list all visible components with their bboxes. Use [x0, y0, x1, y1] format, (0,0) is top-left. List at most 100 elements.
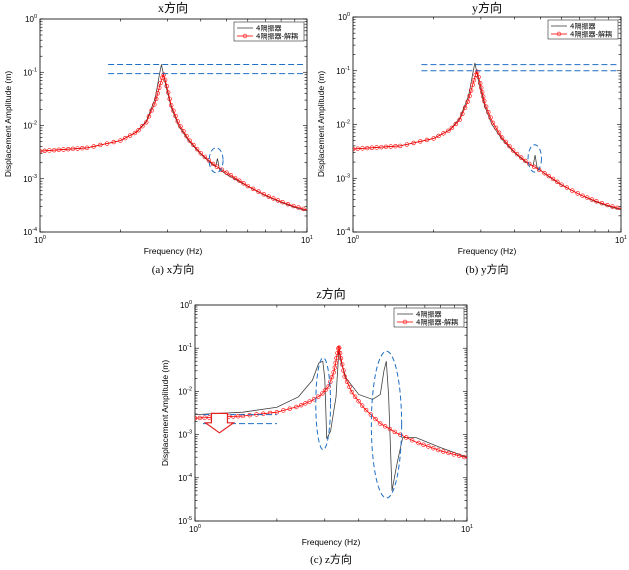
series-decoupled-marker — [280, 200, 285, 205]
series-decoupled-marker — [467, 93, 472, 99]
series-decoupled-marker — [483, 104, 489, 109]
series-decoupled-marker — [383, 144, 389, 150]
series-decoupled-marker — [232, 175, 238, 181]
y-tick-label: 10-1 — [23, 67, 37, 77]
series-decoupled-marker — [388, 144, 393, 149]
x-axis-label-z: Frequency (Hz) — [302, 537, 361, 547]
series-decoupled-marker — [336, 346, 341, 351]
y-tick-label-exp: -5 — [187, 516, 192, 522]
series-decoupled-marker — [475, 69, 480, 74]
series-decoupled-marker — [374, 145, 379, 150]
series-decoupled-marker — [393, 144, 398, 149]
series-decoupled-marker — [416, 440, 421, 446]
series-decoupled-marker — [453, 121, 458, 127]
y-tick-label-exp: -1 — [187, 343, 192, 349]
y-tick-label-base: 10 — [178, 387, 187, 396]
y-tick-label-base: 10 — [178, 517, 187, 526]
series-decoupled-marker — [329, 374, 335, 380]
legend-label-decoupled: 4隔振器-解耦 — [256, 32, 298, 41]
series-decoupled-marker — [178, 124, 183, 129]
y-tick-label-base: 10 — [180, 301, 189, 310]
series-decoupled-marker — [299, 402, 304, 408]
series-decoupled-marker — [426, 444, 431, 449]
series-decoupled-marker — [486, 109, 491, 115]
series-decoupled-marker — [462, 105, 468, 110]
chart-title-y: y方向 — [472, 0, 502, 15]
series-decoupled-marker — [326, 384, 331, 389]
series-decoupled-marker — [523, 158, 528, 164]
series-decoupled-marker — [585, 195, 590, 200]
series-decoupled-marker — [441, 449, 446, 454]
y-tick-label-base: 10 — [338, 13, 347, 22]
series-decoupled-marker — [296, 205, 301, 210]
series-decoupled-marker — [478, 81, 483, 86]
y-tick-label-base: 10 — [23, 122, 32, 131]
series-decoupled-marker — [334, 355, 339, 361]
x-tick-label-exp: 0 — [198, 524, 201, 530]
y-tick-label: 10-1 — [178, 343, 192, 353]
series-decoupled-marker — [47, 148, 52, 153]
series-decoupled-marker — [274, 410, 280, 415]
series-decoupled-marker — [42, 148, 47, 154]
series-decoupled-marker — [615, 205, 620, 211]
series-decoupled-marker — [409, 438, 415, 443]
series-decoupled-marker — [198, 151, 203, 156]
series-decoupled-marker — [580, 193, 585, 198]
y-tick-label-base: 10 — [178, 474, 187, 483]
y-tick-label: 10-2 — [178, 386, 192, 396]
series-decoupled-marker — [40, 148, 43, 154]
legend-marker-decoupled — [402, 319, 408, 325]
series-decoupled-marker — [98, 142, 103, 148]
series-decoupled-marker — [610, 204, 615, 209]
series-decoupled-marker — [194, 146, 200, 152]
x-tick-label: 100 — [347, 235, 359, 245]
series-decoupled-marker — [480, 94, 486, 99]
series-decoupled-marker — [152, 102, 157, 107]
y-tick-label-base: 10 — [336, 67, 345, 76]
series-decoupled-marker — [575, 191, 580, 196]
x-axis-label-x: Frequency (Hz) — [144, 246, 203, 256]
y-tick-label-base: 10 — [336, 121, 345, 130]
series-decoupled-marker — [332, 365, 338, 370]
series-decoupled-marker — [355, 146, 360, 151]
series-decoupled-marker — [369, 145, 375, 150]
series-decoupled-marker — [404, 435, 409, 440]
series-decoupled-marker — [287, 406, 292, 411]
x-tick-label-base: 10 — [34, 236, 43, 245]
y-tick-label: 10-1 — [336, 66, 350, 76]
series-decoupled-marker — [373, 416, 378, 422]
series-decoupled-marker — [140, 124, 145, 129]
series-decoupled-marker — [392, 429, 397, 435]
series-decoupled-marker — [468, 88, 474, 93]
series-decoupled-marker — [157, 85, 162, 90]
series-decoupled-marker — [555, 179, 560, 185]
highlight-ellipse — [527, 144, 542, 173]
series-decoupled-marker — [285, 201, 291, 207]
series-decoupled-marker — [564, 185, 570, 190]
series-decoupled-marker — [146, 114, 152, 119]
series-decoupled-marker — [465, 99, 470, 104]
series-decoupled-marker — [80, 146, 85, 151]
series-decoupled-marker — [84, 145, 90, 151]
series-decoupled-marker — [353, 146, 356, 152]
series-decoupled-marker — [531, 164, 537, 170]
series-decoupled-marker — [271, 196, 276, 201]
y-tick-label: 10-3 — [23, 174, 37, 184]
y-tick-label-exp: -4 — [32, 227, 37, 233]
series-decoupled-marker — [161, 72, 166, 77]
series-decoupled-marker — [435, 447, 441, 453]
series-decoupled-marker — [153, 96, 159, 102]
series-decoupled-marker — [166, 90, 171, 95]
series-decoupled-marker — [421, 442, 426, 447]
series-decoupled-marker — [149, 108, 154, 113]
y-tick-label-exp: -2 — [345, 120, 350, 126]
series-decoupled-marker — [476, 74, 481, 80]
series-decoupled-marker — [457, 117, 462, 123]
series-decoupled-marker — [599, 201, 605, 206]
chart-panel-x: x方向 100 10110-410-310-210-11004隔振器4隔振器-解耦… — [3, 0, 313, 276]
series-decoupled-marker — [404, 142, 410, 147]
y-tick-label-base: 10 — [336, 228, 345, 237]
